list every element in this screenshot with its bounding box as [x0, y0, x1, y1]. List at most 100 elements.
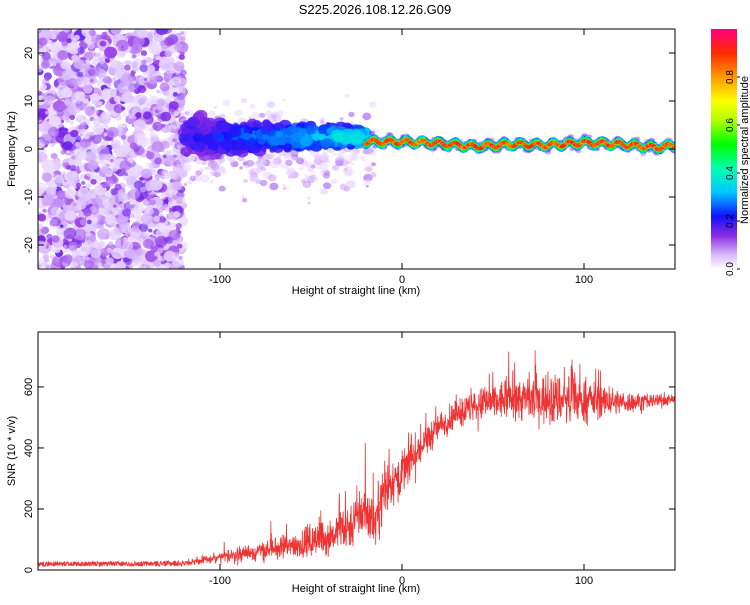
heatmap-cell	[307, 196, 311, 200]
heatmap-cell	[85, 183, 92, 189]
heatmap-cell	[259, 112, 266, 118]
heatmap-cell	[200, 174, 210, 183]
heatmap-cell	[105, 257, 114, 265]
heatmap-cell	[84, 106, 95, 116]
heatmap-cell	[133, 119, 147, 132]
heatmap-cell	[96, 145, 110, 157]
heatmap-cell	[99, 40, 107, 47]
heatmap-cell	[62, 141, 73, 151]
heatmap-cell	[368, 101, 377, 108]
heatmap-cell	[166, 93, 174, 100]
heatmap-cell	[234, 139, 248, 151]
heatmap-cell	[204, 166, 210, 171]
heatmap-cell	[83, 208, 92, 217]
heatmap-cell	[158, 216, 167, 223]
heatmap-cell	[334, 156, 345, 165]
heatmap-cell	[282, 183, 286, 187]
heatmap-cell	[115, 39, 129, 52]
heatmap-cell	[181, 163, 192, 172]
heatmap-cell	[61, 40, 68, 47]
heatmap-cell	[92, 124, 104, 135]
heatmap-cell	[101, 166, 109, 174]
heatmap-cell	[182, 134, 191, 142]
heatmap-cell	[320, 120, 325, 124]
heatmap-cell	[88, 40, 92, 45]
heatmap-cell	[273, 157, 283, 166]
heatmap-cell	[104, 46, 118, 59]
heatmap-cell	[209, 155, 216, 161]
heatmap-cell	[158, 58, 172, 70]
heatmap-cell	[78, 152, 88, 160]
heatmap-cell	[234, 109, 243, 117]
heatmap-cell	[41, 172, 53, 182]
heatmap-cell	[313, 158, 322, 166]
heatmap-cell	[146, 151, 155, 160]
heatmap-cell	[267, 115, 273, 120]
heatmap-cell	[287, 167, 296, 175]
heatmap-cell	[120, 73, 134, 86]
heatmap-cell	[153, 215, 161, 222]
heatmap-cell	[95, 51, 103, 59]
heatmap-cell	[71, 155, 76, 160]
heatmap-cell	[160, 111, 172, 122]
heatmap-cell	[98, 101, 103, 106]
heatmap-cell	[121, 89, 125, 93]
heatmap-cell	[74, 141, 81, 147]
heatmap-cell	[82, 32, 87, 36]
heatmap-cell	[267, 174, 277, 182]
heatmap-cell	[42, 59, 49, 66]
heatmap-cell	[146, 57, 153, 64]
heatmap-cell	[344, 93, 350, 98]
heatmap-cell	[199, 168, 205, 173]
heatmap-cell	[115, 261, 126, 269]
heatmap-cell	[41, 84, 47, 90]
heatmap-cell	[139, 64, 148, 73]
heatmap-cell	[60, 60, 71, 70]
heatmap-cell	[299, 118, 303, 122]
heatmap-cell	[44, 76, 50, 81]
heatmap-cell	[111, 222, 117, 227]
heatmap-cell	[77, 47, 85, 54]
heatmap-cell	[73, 34, 80, 41]
heatmap-cell	[332, 164, 339, 171]
heatmap-cell	[85, 59, 89, 63]
heatmap-cell	[38, 228, 47, 237]
heatmap-cell	[67, 241, 78, 251]
heatmap-cell	[159, 82, 170, 92]
heatmap-cell	[122, 112, 128, 118]
heatmap-cell	[348, 133, 362, 145]
heatmap-cell	[163, 250, 176, 262]
heatmap-cell	[66, 150, 71, 154]
heatmap-cell	[63, 162, 70, 168]
heatmap-cell	[101, 205, 105, 209]
heatmap-cell	[60, 87, 73, 98]
heatmap-cell	[282, 151, 293, 160]
heatmap-cell	[112, 60, 123, 70]
heatmap-cell	[242, 178, 247, 183]
heatmap-cell	[172, 162, 178, 167]
heatmap-cell	[71, 249, 80, 257]
heatmap-cell	[285, 130, 293, 137]
heatmap-cell	[88, 29, 96, 37]
heatmap-cell	[105, 77, 113, 84]
heatmap-cell	[154, 173, 161, 180]
heatmap-cell	[241, 195, 245, 199]
heatmap-cell	[110, 188, 119, 196]
heatmap-cell	[44, 111, 49, 115]
heatmap-cell	[63, 244, 68, 249]
heatmap-cell	[365, 184, 369, 188]
heatmap-cell	[161, 204, 165, 208]
heatmap-cell	[209, 179, 214, 184]
heatmap-cell	[130, 95, 134, 99]
heatmap-cell	[153, 75, 159, 81]
heatmap-cell	[42, 208, 47, 213]
heatmap-cell	[180, 69, 187, 76]
heatmap-cell	[90, 216, 98, 223]
heatmap-cell	[98, 74, 104, 80]
heatmap-cell	[63, 29, 70, 33]
heatmap-cell	[140, 50, 147, 57]
heatmap-cell	[371, 162, 376, 167]
heatmap-cell	[170, 68, 176, 74]
heatmap-cell	[130, 213, 135, 218]
